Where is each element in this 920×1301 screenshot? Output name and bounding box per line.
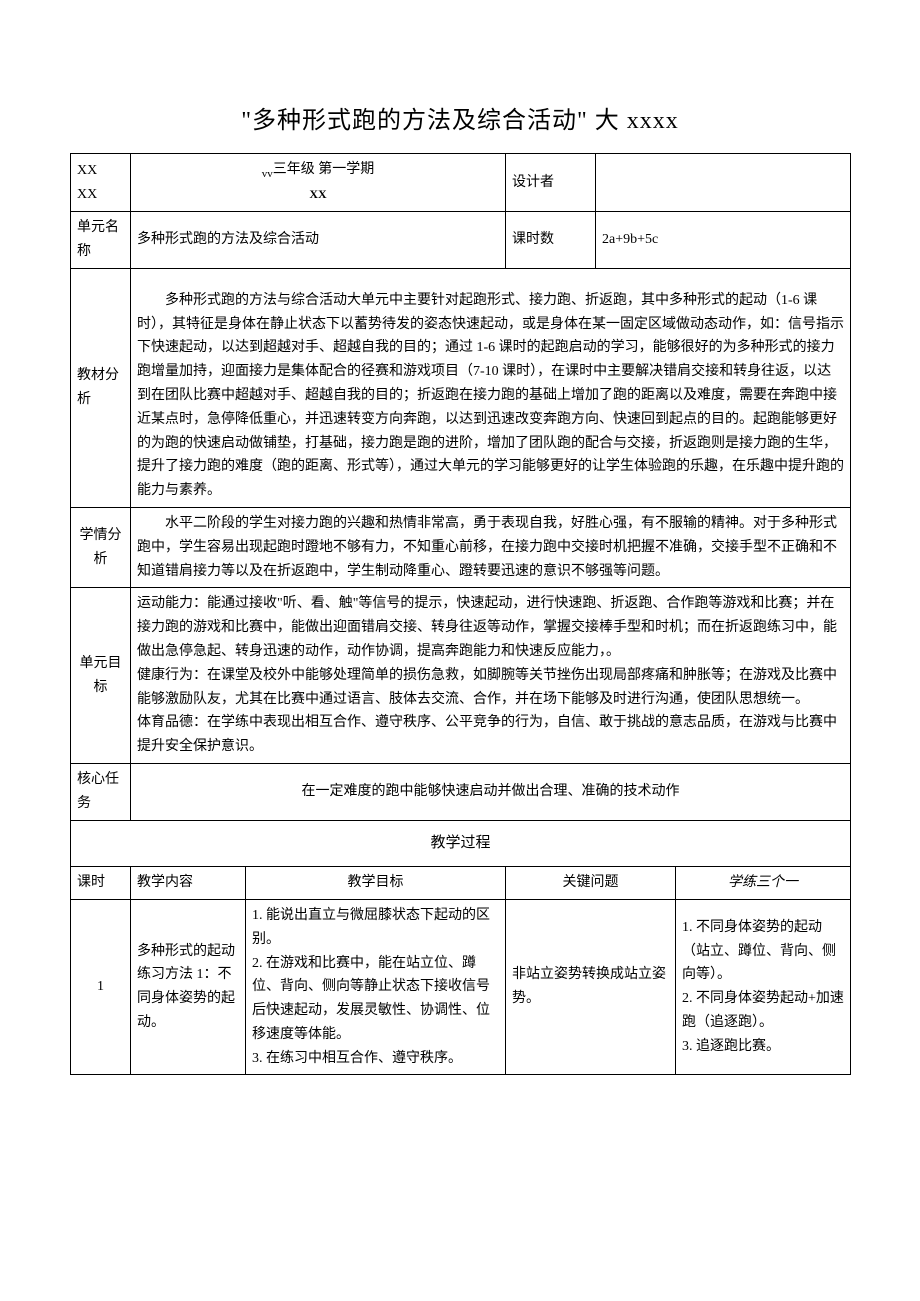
process-header-row: 课时 教学内容 教学目标 关键问题 学练三个一 <box>71 867 851 900</box>
unit-goal-text: 运动能力：能通过接收"听、看、触"等信号的提示，快速起动，进行快速跑、折返跑、合… <box>131 588 851 764</box>
unit-goal-row: 单元目标 运动能力：能通过接收"听、看、触"等信号的提示，快速起动，进行快速跑、… <box>71 588 851 764</box>
lesson-content: 多种形式的起动练习方法 1：不同身体姿势的起动。 <box>131 899 246 1075</box>
header-row-1: XX XX vv三年级 第一学期 XX 设计者 <box>71 154 851 212</box>
grade-sub: XX <box>309 187 326 201</box>
designer-label: 设计者 <box>506 154 596 212</box>
vv-prefix: vv <box>262 168 273 180</box>
header-row-2: 单元名称 多种形式跑的方法及综合活动 课时数 2a+9b+5c <box>71 212 851 269</box>
material-label: 教材分析 <box>71 268 131 507</box>
lesson-goal: 1. 能说出直立与微屈膝状态下起动的区别。 2. 在游戏和比赛中，能在站立位、蹲… <box>246 899 506 1075</box>
xx-label: XX XX <box>71 154 131 212</box>
unit-goal-label: 单元目标 <box>71 588 131 764</box>
learner-paragraph: 水平二阶段的学生对接力跑的兴趣和热情非常高，勇于表现自我，好胜心强，有不服输的精… <box>137 512 844 583</box>
designer-value <box>596 154 851 212</box>
unit-goal-p3: 体育品德：在学练中表现出相互合作、遵守秩序、公平竞争的行为，自信、敢于挑战的意志… <box>137 711 844 759</box>
col-content-header: 教学内容 <box>131 867 246 900</box>
main-table: XX XX vv三年级 第一学期 XX 设计者 单元名称 多种形式跑的方法及综合… <box>70 153 851 1075</box>
col-key-header: 关键问题 <box>506 867 676 900</box>
col-goal-header: 教学目标 <box>246 867 506 900</box>
material-row: 教材分析 多种形式跑的方法与综合活动大单元中主要针对起跑形式、接力跑、折返跑，其… <box>71 268 851 507</box>
core-task-label: 核心任务 <box>71 764 131 821</box>
material-paragraph: 多种形式跑的方法与综合活动大单元中主要针对起跑形式、接力跑、折返跑，其中多种形式… <box>137 289 844 503</box>
core-task-row: 核心任务 在一定难度的跑中能够快速启动并做出合理、准确的技术动作 <box>71 764 851 821</box>
page-title: "多种形式跑的方法及综合活动" 大 xxxx <box>70 100 850 135</box>
learner-row: 学情分析 水平二阶段的学生对接力跑的兴趣和热情非常高，勇于表现自我，好胜心强，有… <box>71 508 851 588</box>
lesson-practice: 1. 不同身体姿势的起动（站立、蹲位、背向、侧向等）。 2. 不同身体姿势起动+… <box>676 899 851 1075</box>
lesson-row: 1 多种形式的起动练习方法 1：不同身体姿势的起动。 1. 能说出直立与微屈膝状… <box>71 899 851 1075</box>
unit-goal-p1: 运动能力：能通过接收"听、看、触"等信号的提示，快速起动，进行快速跑、折返跑、合… <box>137 592 844 663</box>
grade-cell: vv三年级 第一学期 XX <box>131 154 506 212</box>
lesson-count-value: 2a+9b+5c <box>596 212 851 269</box>
lesson-count-label: 课时数 <box>506 212 596 269</box>
learner-label: 学情分析 <box>71 508 131 588</box>
learner-text: 水平二阶段的学生对接力跑的兴趣和热情非常高，勇于表现自我，好胜心强，有不服输的精… <box>131 508 851 588</box>
grade-text: 三年级 第一学期 <box>273 162 375 177</box>
col-num-header: 课时 <box>71 867 131 900</box>
lesson-num: 1 <box>71 899 131 1075</box>
process-title-row: 教学过程 <box>71 820 851 867</box>
unit-name-value: 多种形式跑的方法及综合活动 <box>131 212 506 269</box>
lesson-key: 非站立姿势转换成站立姿势。 <box>506 899 676 1075</box>
material-text: 多种形式跑的方法与综合活动大单元中主要针对起跑形式、接力跑、折返跑，其中多种形式… <box>131 268 851 507</box>
unit-name-label: 单元名称 <box>71 212 131 269</box>
col-practice-header: 学练三个一 <box>676 867 851 900</box>
core-task-text: 在一定难度的跑中能够快速启动并做出合理、准确的技术动作 <box>131 764 851 821</box>
unit-goal-p2: 健康行为：在课堂及校外中能够处理简单的损伤急救，如脚腕等关节挫伤出现局部疼痛和肿… <box>137 664 844 712</box>
process-title: 教学过程 <box>71 820 851 867</box>
